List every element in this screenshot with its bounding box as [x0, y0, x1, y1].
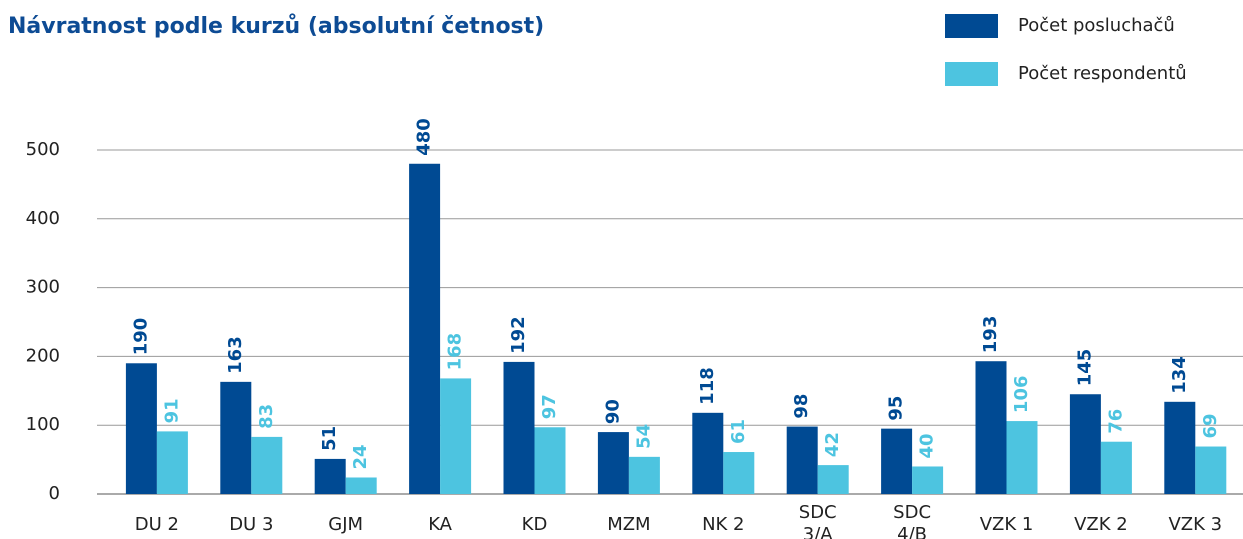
value-label: 40 — [917, 433, 938, 458]
legend-swatch — [945, 14, 998, 38]
value-label: 168 — [445, 333, 466, 371]
bar — [975, 361, 1007, 494]
value-label: 91 — [161, 398, 182, 423]
value-label: 90 — [602, 399, 623, 424]
x-tick-label: VZK 1 — [980, 514, 1034, 535]
value-label: 145 — [1074, 349, 1095, 387]
y-tick-label: 100 — [26, 414, 60, 435]
value-label: 190 — [130, 318, 151, 356]
bar — [314, 458, 346, 494]
bar — [1100, 441, 1132, 494]
x-tick-label: DU 2 — [135, 514, 179, 535]
legend-label: Počet posluchačů — [1018, 15, 1175, 36]
value-label: 83 — [256, 404, 277, 429]
bar — [692, 412, 724, 494]
bar — [881, 428, 913, 494]
value-label: 163 — [225, 336, 246, 374]
value-label: 76 — [1105, 409, 1126, 434]
bar — [723, 452, 755, 494]
bar — [503, 361, 535, 494]
x-tick-label: GJM — [328, 514, 363, 535]
value-label: 134 — [1169, 356, 1190, 394]
bar — [345, 477, 377, 494]
x-tick-label: VZK 2 — [1074, 514, 1128, 535]
value-label: 51 — [319, 426, 340, 451]
x-tick-label: KD — [522, 514, 548, 535]
bar — [156, 431, 188, 494]
bar — [534, 427, 566, 494]
x-tick-label: NK 2 — [702, 514, 744, 535]
value-label: 69 — [1200, 413, 1221, 438]
value-label: 118 — [697, 367, 718, 405]
value-label: 192 — [508, 316, 529, 354]
bar — [1069, 394, 1101, 494]
bar — [628, 456, 660, 494]
x-tick-label: VZK 3 — [1168, 514, 1222, 535]
bar — [597, 432, 629, 494]
value-label: 95 — [886, 396, 907, 421]
value-label: 480 — [414, 118, 435, 156]
y-tick-label: 200 — [26, 345, 60, 366]
y-tick-label: 300 — [26, 277, 60, 298]
bar — [409, 163, 441, 494]
bar — [817, 465, 849, 494]
value-label: 98 — [791, 394, 812, 419]
bar — [1195, 446, 1227, 494]
x-tick-label: DU 3 — [229, 514, 273, 535]
value-label: 42 — [822, 432, 843, 457]
x-tick-label: MZM — [607, 514, 650, 535]
x-tick-label: KA — [428, 514, 452, 535]
value-label: 193 — [980, 316, 1001, 354]
y-tick-label: 400 — [26, 208, 60, 229]
value-label: 24 — [350, 444, 371, 469]
value-label: 106 — [1011, 375, 1032, 413]
value-label: 97 — [539, 394, 560, 419]
x-tick-label: SDC 3/A — [799, 502, 837, 539]
bar — [1164, 401, 1196, 494]
y-tick-label: 500 — [26, 139, 60, 160]
bar — [125, 363, 157, 494]
chart-title: Návratnost podle kurzů (absolutní četnos… — [8, 14, 544, 39]
value-label: 54 — [633, 424, 654, 449]
y-tick-label: 0 — [49, 483, 60, 504]
bar — [251, 436, 283, 494]
bar — [912, 466, 944, 494]
x-tick-label: SDC 4/B — [893, 502, 931, 539]
bar — [1006, 421, 1038, 494]
value-label: 61 — [728, 419, 749, 444]
bar — [786, 426, 818, 494]
bar — [220, 381, 252, 494]
legend-label: Počet respondentů — [1018, 63, 1187, 84]
legend-swatch — [945, 62, 998, 86]
bar — [440, 378, 472, 494]
